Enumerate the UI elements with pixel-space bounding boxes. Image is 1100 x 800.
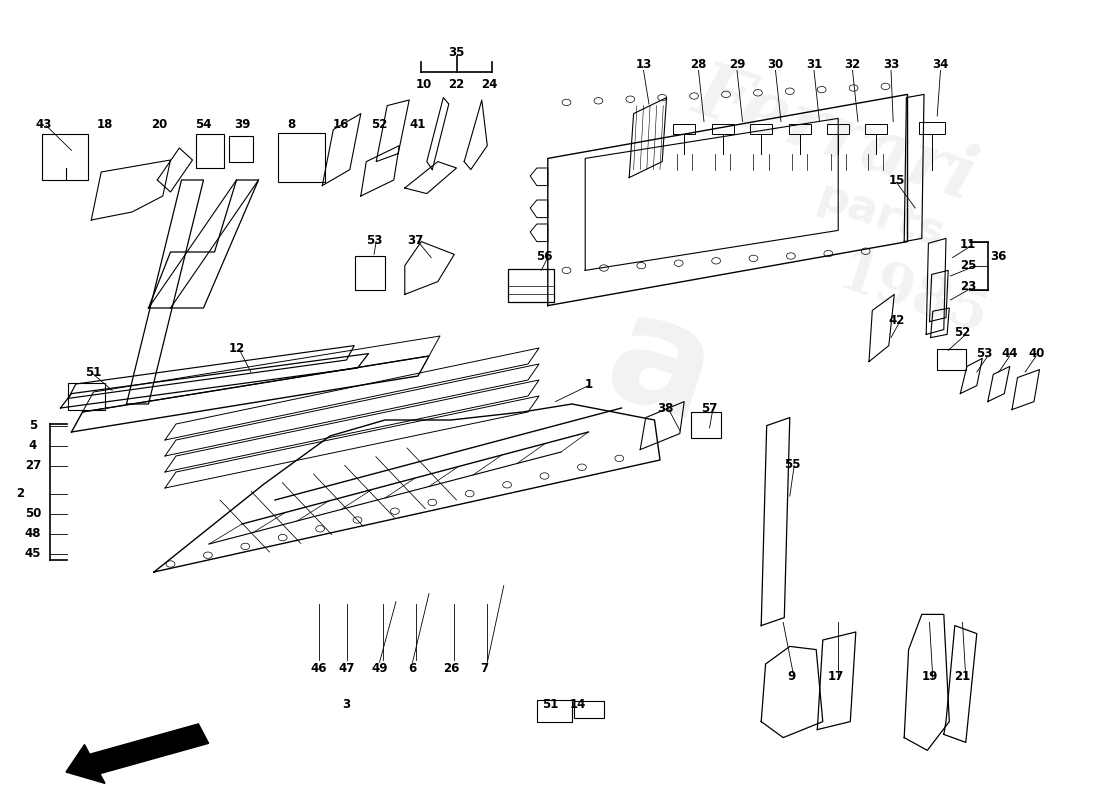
Text: 48: 48	[24, 527, 42, 540]
Text: 43: 43	[36, 118, 52, 130]
Text: 53: 53	[366, 234, 382, 246]
Bar	[827, 124, 849, 134]
Bar	[278, 133, 324, 182]
Bar	[574, 701, 604, 718]
Text: a: a	[587, 282, 733, 454]
Bar	[918, 122, 945, 134]
Bar	[42, 134, 88, 180]
Text: 25: 25	[960, 259, 976, 272]
Text: 52: 52	[955, 326, 970, 338]
Bar	[712, 124, 734, 134]
Text: 54: 54	[196, 118, 211, 130]
Text: 28: 28	[691, 58, 706, 70]
Bar	[789, 124, 811, 134]
Text: 19: 19	[922, 670, 937, 682]
Text: 50: 50	[25, 507, 41, 520]
Text: 3: 3	[342, 698, 351, 710]
Text: 53: 53	[977, 347, 992, 360]
Text: 30: 30	[768, 58, 783, 70]
Text: 57: 57	[702, 402, 717, 414]
Text: 21: 21	[955, 670, 970, 682]
Text: 4: 4	[29, 439, 37, 452]
Text: 34: 34	[933, 58, 948, 70]
Text: 5: 5	[29, 419, 37, 432]
Bar	[865, 124, 887, 134]
Text: 2: 2	[15, 487, 24, 500]
Text: 39: 39	[234, 118, 250, 130]
Text: 51: 51	[542, 698, 558, 710]
Text: 22: 22	[449, 78, 464, 90]
Text: 32: 32	[845, 58, 860, 70]
Text: 46: 46	[310, 662, 328, 674]
Bar	[229, 136, 253, 162]
Text: 8: 8	[287, 118, 296, 130]
Text: 38: 38	[658, 402, 673, 414]
Bar	[537, 700, 572, 722]
Text: 52: 52	[372, 118, 387, 130]
Text: 7: 7	[480, 662, 488, 674]
Text: 56: 56	[537, 250, 552, 262]
Bar	[68, 383, 104, 410]
Bar	[196, 134, 224, 168]
Text: Ferrari: Ferrari	[685, 56, 987, 216]
Text: 31: 31	[806, 58, 822, 70]
Text: 9: 9	[788, 670, 796, 682]
Text: 42: 42	[889, 314, 904, 326]
Text: 17: 17	[828, 670, 844, 682]
Text: 16: 16	[333, 118, 349, 130]
Text: 10: 10	[416, 78, 431, 90]
Text: 11: 11	[960, 238, 976, 250]
Text: 6: 6	[408, 662, 417, 674]
Text: 14: 14	[570, 698, 585, 710]
Text: 15: 15	[889, 174, 904, 186]
Text: 20: 20	[152, 118, 167, 130]
Text: 29: 29	[729, 58, 745, 70]
Text: 24: 24	[482, 78, 497, 90]
Bar	[750, 124, 772, 134]
Text: 26: 26	[443, 662, 459, 674]
Text: 37: 37	[408, 234, 424, 246]
Bar	[691, 412, 720, 438]
Text: 35: 35	[449, 46, 464, 58]
Text: 45: 45	[24, 547, 42, 560]
Bar	[937, 349, 966, 370]
Text: 13: 13	[636, 58, 651, 70]
Text: 1: 1	[584, 378, 593, 390]
Text: 44: 44	[1002, 347, 1019, 360]
Text: 47: 47	[339, 662, 354, 674]
Text: 1985: 1985	[830, 246, 996, 346]
Text: 23: 23	[960, 280, 976, 293]
Text: parts: parts	[811, 175, 949, 257]
Text: 33: 33	[883, 58, 899, 70]
Text: 18: 18	[97, 118, 112, 130]
Text: 55: 55	[783, 458, 801, 470]
Text: 41: 41	[410, 118, 426, 130]
Bar	[673, 124, 695, 134]
Text: 27: 27	[25, 459, 41, 472]
Text: 51: 51	[86, 366, 101, 378]
Text: 49: 49	[371, 662, 387, 674]
Text: 12: 12	[229, 342, 244, 354]
Text: 36: 36	[991, 250, 1006, 262]
Bar	[355, 256, 385, 290]
Bar	[508, 269, 554, 302]
Text: 40: 40	[1028, 347, 1044, 360]
FancyArrow shape	[66, 724, 209, 783]
